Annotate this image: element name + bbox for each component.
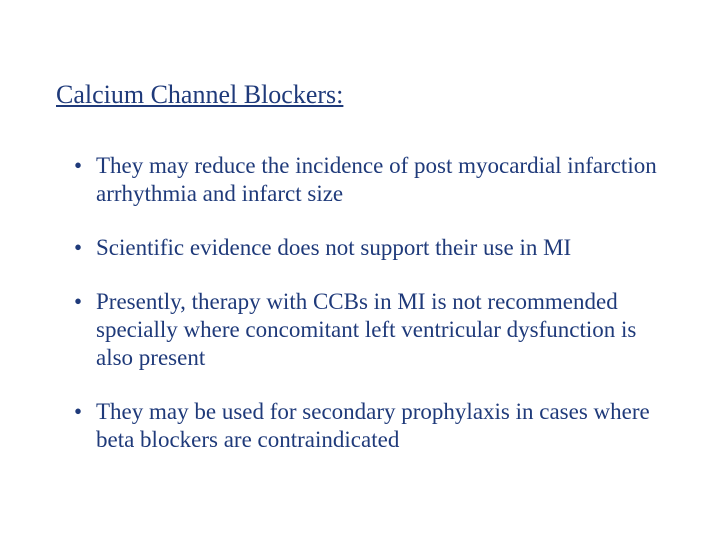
list-item: They may reduce the incidence of post my… [74,152,664,208]
list-item: Presently, therapy with CCBs in MI is no… [74,288,664,372]
bullet-list: They may reduce the incidence of post my… [56,152,664,454]
slide-title: Calcium Channel Blockers: [56,80,664,110]
slide-container: Calcium Channel Blockers: They may reduc… [0,0,720,540]
list-item: Scientific evidence does not support the… [74,234,664,262]
list-item: They may be used for secondary prophylax… [74,398,664,454]
